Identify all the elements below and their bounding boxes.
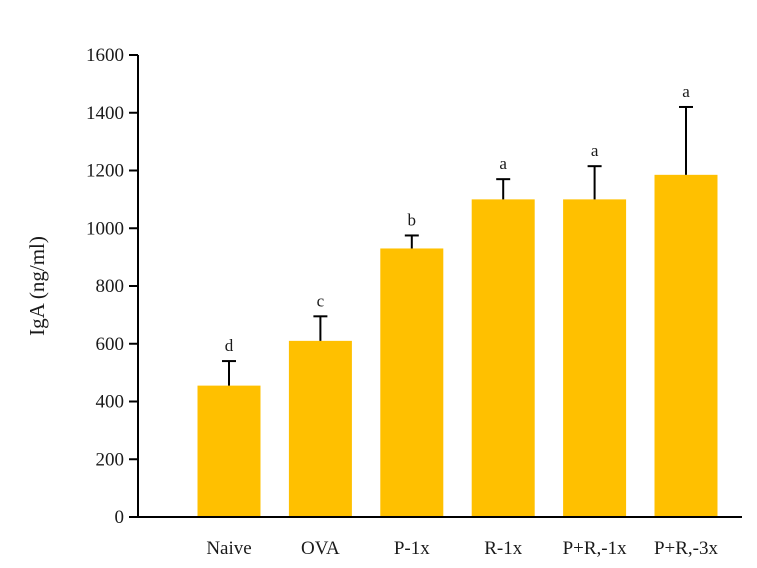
bar (654, 174, 718, 518)
significance-letter: b (408, 210, 417, 229)
y-tick-label: 1600 (86, 45, 124, 66)
significance-letter: c (317, 291, 325, 310)
y-tick-label: 1000 (86, 218, 124, 239)
bar (380, 248, 444, 517)
y-axis: 0 200 400 600 800 1000 1200 1400 1600 (86, 45, 139, 528)
x-category-label: Naive (206, 538, 251, 559)
y-tick-label: 1400 (86, 103, 124, 124)
bar (563, 199, 627, 517)
y-tick-label: 600 (96, 334, 125, 355)
x-category-label: P+R,-1x (563, 538, 628, 559)
significance-letter: a (682, 82, 690, 101)
x-category-label: OVA (301, 538, 340, 559)
plot-area: d c b a a a (197, 82, 718, 518)
x-category-label: P+R,-3x (654, 538, 719, 559)
x-category-label: R-1x (484, 538, 523, 559)
x-category-label: P-1x (394, 538, 430, 559)
significance-letter: a (591, 141, 599, 160)
y-tick-label: 0 (115, 507, 125, 528)
y-axis-title: IgA (ng/ml) (25, 236, 49, 336)
y-tick-label: 800 (96, 276, 125, 297)
significance-letter: a (499, 154, 507, 173)
y-tick-label: 200 (96, 449, 125, 470)
bar (288, 340, 352, 517)
significance-letter: d (225, 336, 234, 355)
bar (197, 385, 261, 517)
y-tick-label: 1200 (86, 161, 124, 182)
x-axis: Naive OVA P-1x R-1x P+R,-1x P+R,-3x (138, 516, 742, 559)
y-tick-label: 400 (96, 392, 125, 413)
bar (471, 199, 535, 517)
